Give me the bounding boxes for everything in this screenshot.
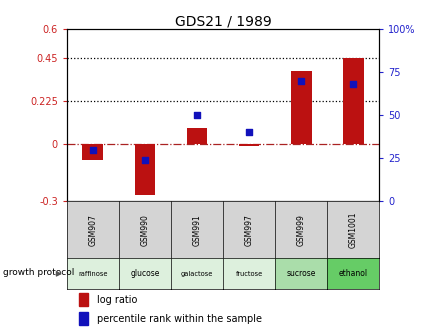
Bar xyxy=(79,293,88,306)
Text: growth protocol: growth protocol xyxy=(3,268,74,277)
Text: GSM991: GSM991 xyxy=(192,214,201,246)
Text: GSM999: GSM999 xyxy=(296,214,305,246)
Bar xyxy=(79,312,88,325)
Text: log ratio: log ratio xyxy=(97,295,137,305)
Bar xyxy=(290,71,311,144)
Point xyxy=(141,157,148,163)
Text: GSM990: GSM990 xyxy=(140,214,149,246)
Point xyxy=(349,82,356,87)
Text: GSM907: GSM907 xyxy=(88,214,97,246)
Bar xyxy=(342,58,363,144)
Bar xyxy=(82,144,103,160)
Point xyxy=(245,130,252,135)
Point xyxy=(89,147,96,152)
Text: raffinose: raffinose xyxy=(78,271,108,277)
Text: sucrose: sucrose xyxy=(286,269,315,278)
Bar xyxy=(134,144,155,195)
Text: ethanol: ethanol xyxy=(338,269,367,278)
Text: glucose: glucose xyxy=(130,269,159,278)
Point xyxy=(297,78,304,84)
Text: GSM1001: GSM1001 xyxy=(348,212,357,248)
Text: percentile rank within the sample: percentile rank within the sample xyxy=(97,314,261,324)
Text: galactose: galactose xyxy=(181,271,213,277)
Title: GDS21 / 1989: GDS21 / 1989 xyxy=(174,14,271,28)
Text: GSM997: GSM997 xyxy=(244,214,253,246)
Point xyxy=(193,112,200,118)
Bar xyxy=(186,128,207,144)
Text: fructose: fructose xyxy=(235,271,262,277)
Bar xyxy=(238,144,259,146)
